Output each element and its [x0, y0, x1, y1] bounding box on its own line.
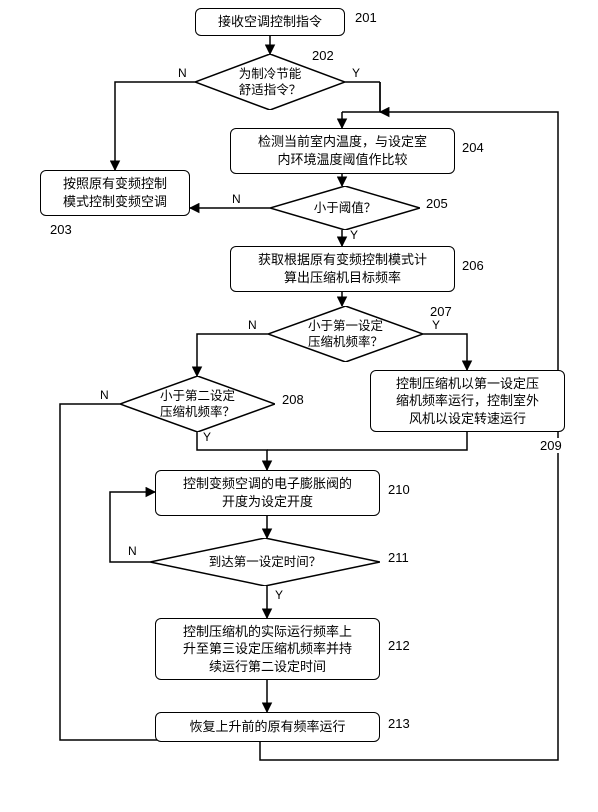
n211-no: N — [128, 544, 137, 558]
node-210: 控制变频空调的电子膨胀阀的开度为设定开度 — [155, 470, 380, 516]
n205-no: N — [232, 192, 241, 206]
node-202-text: 为制冷节能舒适指令？ — [239, 66, 302, 99]
node-211: 到达第一设定时间？ — [150, 538, 380, 586]
label-203: 203 — [50, 222, 72, 237]
node-213: 恢复上升前的原有频率运行 — [155, 712, 380, 742]
label-201: 201 — [355, 10, 377, 25]
n205-yes: Y — [350, 228, 358, 242]
node-208-text: 小于第二设定压缩机频率？ — [160, 388, 235, 421]
node-205: 小于阈值？ — [270, 186, 420, 230]
n202-no: N — [178, 66, 187, 80]
node-209: 控制压缩机以第一设定压缩机频率运行，控制室外风机以设定转速运行 — [370, 370, 565, 432]
label-206: 206 — [462, 258, 484, 273]
node-208: 小于第二设定压缩机频率？ — [120, 376, 275, 432]
node-201: 接收空调控制指令 — [195, 8, 345, 36]
node-204: 检测当前室内温度，与设定室内环境温度阈值作比较 — [230, 128, 455, 174]
node-203: 按照原有变频控制模式控制变频空调 — [40, 170, 190, 216]
label-211: 211 — [388, 550, 409, 565]
label-205: 205 — [426, 196, 448, 211]
node-212: 控制压缩机的实际运行频率上升至第三设定压缩机频率并持续运行第二设定时间 — [155, 618, 380, 680]
node-212-text: 控制压缩机的实际运行频率上升至第三设定压缩机频率并持续运行第二设定时间 — [183, 623, 352, 676]
n202-yes: Y — [352, 66, 360, 80]
n207-yes: Y — [432, 318, 440, 332]
node-213-text: 恢复上升前的原有频率运行 — [189, 718, 345, 736]
node-207-text: 小于第一设定压缩机频率？ — [308, 318, 383, 351]
n208-yes: Y — [203, 430, 211, 444]
node-206-text: 获取根据原有变频控制模式计算出压缩机目标频率 — [258, 251, 427, 286]
label-213: 213 — [388, 716, 410, 731]
label-202: 202 — [312, 48, 334, 63]
label-208: 208 — [282, 392, 304, 407]
node-203-text: 按照原有变频控制模式控制变频空调 — [63, 175, 167, 210]
n207-no: N — [248, 318, 257, 332]
node-206: 获取根据原有变频控制模式计算出压缩机目标频率 — [230, 246, 455, 292]
node-211-text: 到达第一设定时间？ — [209, 554, 322, 570]
node-210-text: 控制变频空调的电子膨胀阀的开度为设定开度 — [183, 475, 352, 510]
flowchart-canvas: 接收空调控制指令 201 为制冷节能舒适指令？ 202 N Y 按照原有变频控制… — [0, 0, 598, 812]
n211-yes: Y — [275, 588, 283, 602]
label-210: 210 — [388, 482, 410, 497]
node-204-text: 检测当前室内温度，与设定室内环境温度阈值作比较 — [258, 133, 427, 168]
node-207: 小于第一设定压缩机频率？ — [268, 306, 423, 362]
node-205-text: 小于阈值？ — [314, 200, 377, 216]
label-209: 209 — [540, 438, 562, 453]
label-207: 207 — [430, 304, 452, 319]
node-201-text: 接收空调控制指令 — [218, 13, 322, 31]
label-204: 204 — [462, 140, 484, 155]
label-212: 212 — [388, 638, 410, 653]
n208-no: N — [100, 388, 109, 402]
node-209-text: 控制压缩机以第一设定压缩机频率运行，控制室外风机以设定转速运行 — [396, 375, 539, 428]
